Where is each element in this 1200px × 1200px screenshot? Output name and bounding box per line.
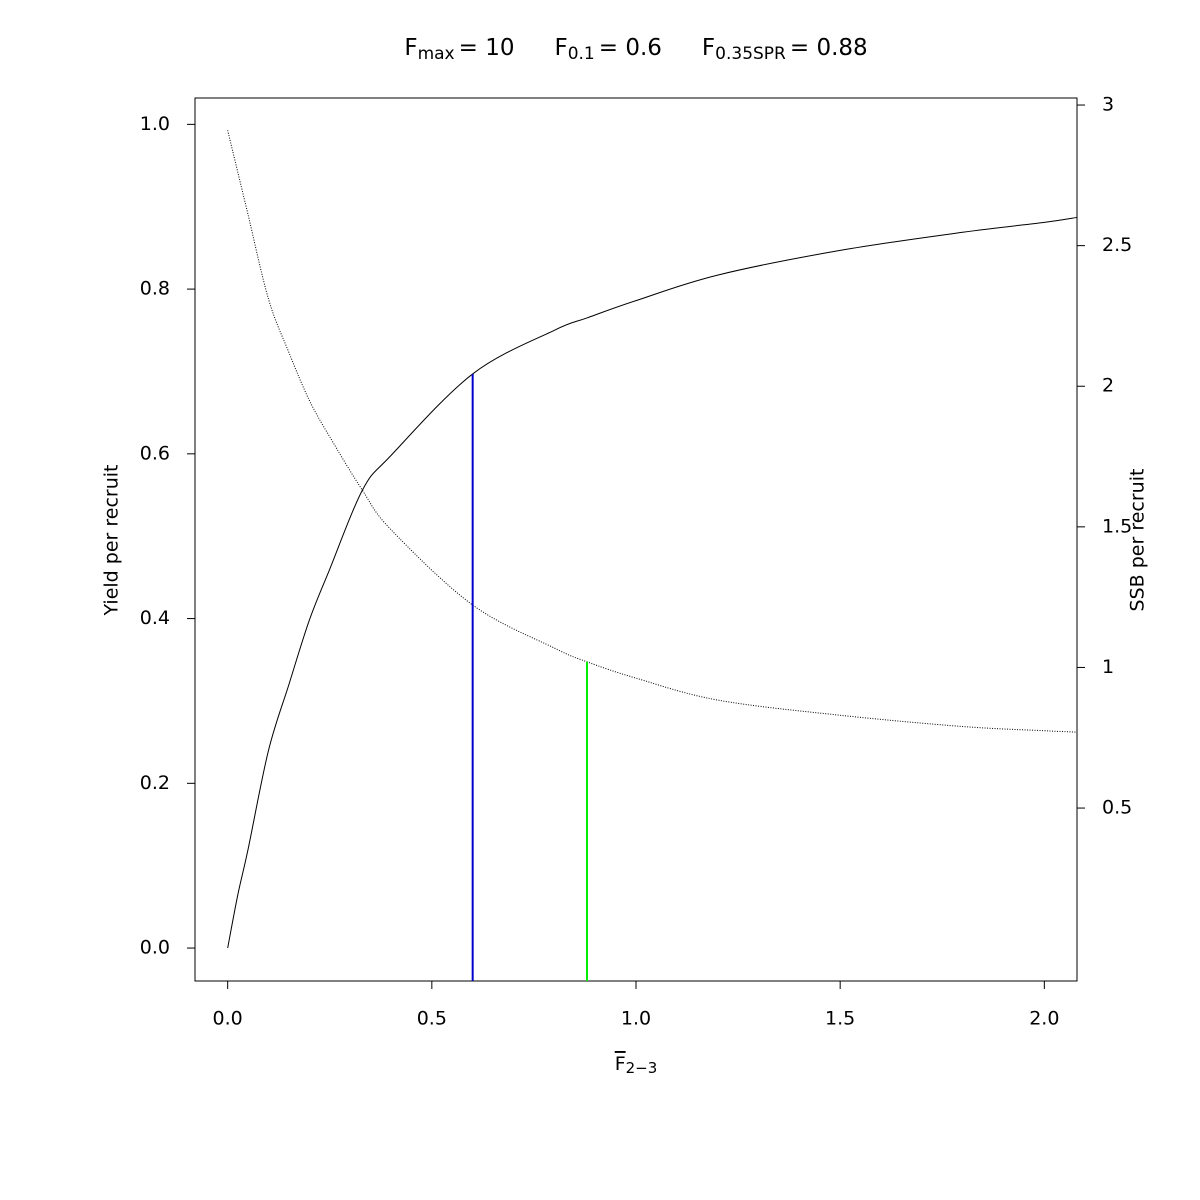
x-tick-label: 0.0 — [213, 1008, 243, 1030]
y2-tick-label: 0.5 — [1102, 797, 1132, 819]
title-text: = 0.88 — [790, 35, 868, 61]
title-symbol: F — [404, 35, 417, 61]
title-subscript: 0.35SPR — [715, 44, 786, 64]
y-tick-label: 0.6 — [140, 442, 170, 464]
x-label-symbol: F — [615, 1053, 626, 1075]
x-tick-label: 2.0 — [1029, 1008, 1059, 1030]
x-tick-label: 1.0 — [621, 1008, 651, 1030]
title-symbol: F — [554, 35, 567, 61]
x-label-subscript: 2−3 — [626, 1059, 658, 1077]
chart-title: Fmax = 10 F0.1 = 0.6 F0.35SPR = 0.88 — [404, 35, 867, 65]
y-tick-label: 0.8 — [140, 278, 170, 300]
y2-axis-label: SSB per recruit — [1127, 469, 1149, 612]
series-line — [227, 216, 1078, 949]
title-text: = 0.6 — [599, 35, 662, 61]
title-subscript: max — [418, 44, 455, 64]
y-tick-label: 1.0 — [140, 113, 170, 135]
title-symbol: F — [702, 35, 715, 61]
title-subscript: 0.1 — [568, 44, 595, 64]
series-line — [227, 130, 1078, 733]
y-tick-label: 0.4 — [140, 607, 170, 629]
title-text: = 10 — [459, 35, 515, 61]
y2-tick-label: 2 — [1102, 375, 1114, 397]
y2-tick-label: 3 — [1102, 94, 1114, 116]
y-axis-label: Yield per recruit — [101, 465, 123, 617]
x-tick-label: 0.5 — [417, 1008, 447, 1030]
y-tick-label: 0.0 — [140, 937, 170, 959]
y2-tick-label: 1 — [1102, 656, 1114, 678]
x-axis-label: F2−3 — [615, 1053, 658, 1077]
x-tick-label: 1.5 — [825, 1008, 855, 1030]
plot-frame — [194, 97, 1078, 982]
y-tick-label: 0.2 — [140, 772, 170, 794]
y2-tick-label: 2.5 — [1102, 234, 1132, 256]
y2-tick-label: 1.5 — [1102, 515, 1132, 537]
